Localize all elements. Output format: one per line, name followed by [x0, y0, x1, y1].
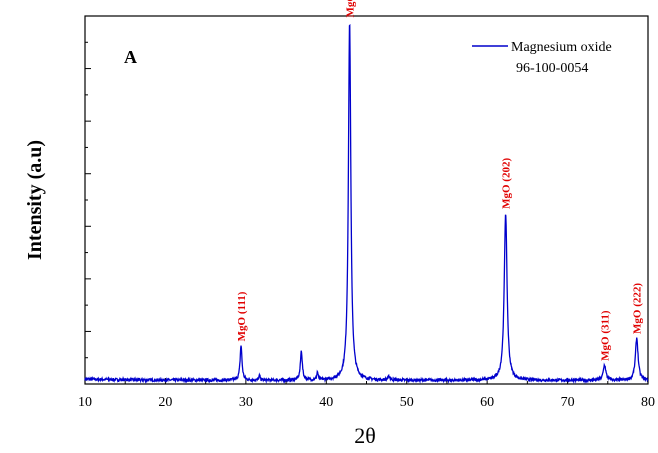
x-tick-label: 30: [239, 395, 253, 410]
series-group: [84, 23, 649, 385]
x-tick-label: 40: [319, 395, 333, 410]
peak-annotation: MgO (202): [501, 158, 513, 209]
legend-entry-name: Magnesium oxide: [511, 40, 612, 55]
axis-ticks: 10 20 30 40 50 60 70 80: [78, 41, 655, 410]
peak-annotation: MgO (311): [600, 310, 612, 361]
legend-entry-code: 96-100-0054: [516, 61, 588, 76]
x-tick-label: 10: [78, 395, 92, 410]
x-tick-label: 50: [400, 395, 414, 410]
panel-label: A: [124, 47, 137, 67]
peak-annotations: MgO (111) MgO (200) MgO (202) MgO (311) MgO …: [236, 0, 644, 361]
x-tick-label: 80: [641, 395, 655, 410]
peak-annotation: MgO (222): [632, 283, 644, 334]
peak-annotation: MgO (200): [345, 0, 357, 18]
series-line-magnesium-oxide: [84, 23, 649, 385]
x-tick-label: 60: [480, 395, 494, 410]
x-axis-title: 2θ: [354, 423, 376, 448]
x-tick-label: 70: [561, 395, 575, 410]
peak-annotation: MgO (111): [236, 291, 248, 341]
x-tick-label: 20: [158, 395, 172, 410]
y-axis-title: Intensity (a.u): [24, 140, 46, 260]
